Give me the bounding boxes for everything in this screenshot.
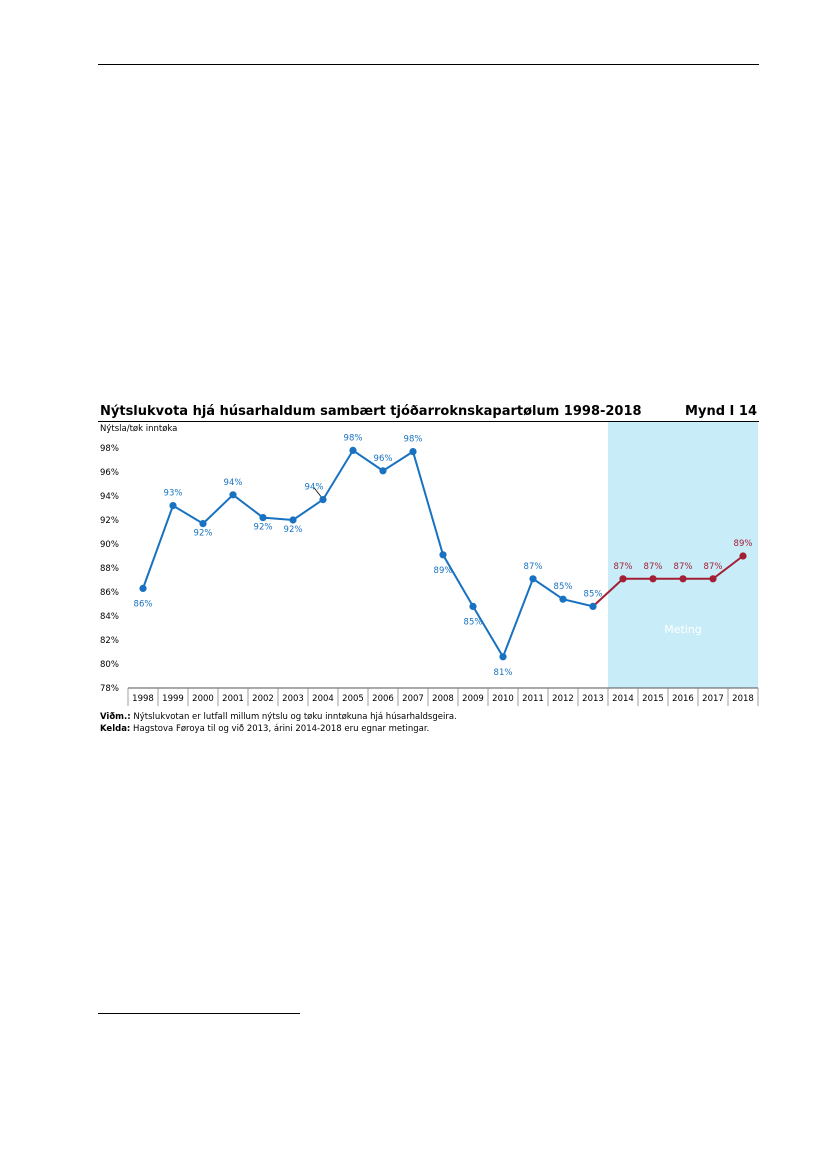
data-label: 85% <box>554 582 573 592</box>
data-label: 89% <box>434 566 453 576</box>
data-label: 87% <box>704 562 723 572</box>
data-label: 85% <box>464 617 483 627</box>
label-leader-line <box>313 487 322 497</box>
figure: Nýtslukvota hjá húsarhaldum sambært tjóð… <box>98 403 759 735</box>
data-point <box>589 602 597 610</box>
figure-title-row: Nýtslukvota hjá húsarhaldum sambært tjóð… <box>98 403 759 422</box>
data-label: 85% <box>584 589 603 599</box>
data-label: 87% <box>614 562 633 572</box>
x-tick-label: 2013 <box>582 694 604 704</box>
x-tick-label: 2003 <box>282 694 304 704</box>
chart-area: Meting Nýtsla/tøk inntøka 78% 80% 82% 84% 86% 8… <box>98 422 759 708</box>
data-label: 96% <box>374 454 393 464</box>
x-tick-label: 2007 <box>402 694 424 704</box>
series-line-forecast <box>592 555 744 608</box>
x-tick-label: 1999 <box>162 694 184 704</box>
chart-title: Nýtslukvota hjá húsarhaldum sambært tjóð… <box>100 404 642 419</box>
x-tick-label: 2017 <box>702 694 724 704</box>
data-point <box>649 575 657 583</box>
data-point <box>679 575 687 583</box>
data-label: 94% <box>305 483 324 493</box>
data-label: 81% <box>494 668 513 678</box>
x-tick-label: 2010 <box>492 694 514 704</box>
data-label: 87% <box>524 562 543 572</box>
data-point <box>409 448 417 456</box>
y-tick-label: 80% <box>100 660 119 670</box>
y-tick-label: 90% <box>100 540 119 550</box>
data-label: 89% <box>734 539 753 549</box>
note-text: Nýtslukvotan er lutfall millum nýtslu og… <box>133 712 457 722</box>
source-label: Kelda: <box>100 724 131 734</box>
data-point <box>559 595 567 603</box>
data-label: 87% <box>674 562 693 572</box>
y-tick-label: 94% <box>100 492 119 502</box>
x-tick-label: 2015 <box>642 694 664 704</box>
data-label: 93% <box>164 489 183 499</box>
data-point <box>469 602 477 610</box>
source-text: Hagstova Føroya til og við 2013, árini 2… <box>133 724 430 734</box>
x-tick-label: 2014 <box>612 694 634 704</box>
data-point <box>349 446 357 454</box>
x-tick-label: 2006 <box>372 694 394 704</box>
data-point <box>709 575 717 583</box>
x-tick-label: 2002 <box>252 694 274 704</box>
figure-notes: Viðm.: Nýtslukvotan er lutfall millum ný… <box>98 711 759 735</box>
forecast-shade <box>608 422 758 688</box>
data-label: 86% <box>134 599 153 609</box>
y-tick-label: 84% <box>100 612 119 622</box>
data-point <box>139 584 147 592</box>
data-point <box>529 575 537 583</box>
x-tick-label: 2012 <box>552 694 574 704</box>
series-line-historic <box>142 448 594 660</box>
page-top-rule <box>98 64 759 65</box>
y-tick-label: 96% <box>100 468 119 478</box>
shade-label: Meting <box>664 623 702 636</box>
data-point <box>289 516 297 524</box>
data-point <box>319 496 327 504</box>
data-point <box>379 467 387 475</box>
data-point <box>499 653 507 661</box>
source-line: Kelda: Hagstova Føroya til og við 2013, … <box>100 723 759 735</box>
y-tick-label: 98% <box>100 444 119 454</box>
x-tick-label: 2001 <box>222 694 244 704</box>
y-axis-label: Nýtsla/tøk inntøka <box>100 424 177 434</box>
x-tick-label: 2016 <box>672 694 694 704</box>
data-label: 94% <box>224 478 243 488</box>
y-tick-label: 78% <box>100 684 119 694</box>
data-label: 92% <box>254 523 273 533</box>
y-tick-label: 82% <box>100 636 119 646</box>
data-label: 98% <box>344 433 363 443</box>
y-tick-label: 88% <box>100 564 119 574</box>
data-label: 87% <box>644 562 663 572</box>
data-label: 98% <box>404 435 423 445</box>
x-tick-label: 2009 <box>462 694 484 704</box>
x-tick-label: 2000 <box>192 694 214 704</box>
x-tick-label: 2011 <box>522 694 544 704</box>
note-line: Viðm.: Nýtslukvotan er lutfall millum ný… <box>100 711 759 723</box>
figure-number: Mynd I 14 <box>685 404 757 419</box>
data-point <box>169 502 177 510</box>
data-point <box>259 514 267 522</box>
y-tick-label: 86% <box>100 588 119 598</box>
note-label: Viðm.: <box>100 712 131 722</box>
line-chart: Meting Nýtsla/tøk inntøka 78% 80% 82% 84% 86% 8… <box>100 422 759 706</box>
footnote-rule <box>98 1013 300 1014</box>
x-tick-label: 2018 <box>732 694 754 704</box>
x-tick-label: 1998 <box>132 694 154 704</box>
data-label: 92% <box>284 525 303 535</box>
data-point <box>229 491 237 499</box>
x-tick-label: 2008 <box>432 694 454 704</box>
data-point <box>199 520 207 528</box>
data-point <box>739 552 747 560</box>
data-label: 92% <box>194 529 213 539</box>
y-tick-label: 92% <box>100 516 119 526</box>
data-point <box>619 575 627 583</box>
data-point <box>439 551 447 559</box>
x-tick-label: 2005 <box>342 694 364 704</box>
x-tick-label: 2004 <box>312 694 334 704</box>
